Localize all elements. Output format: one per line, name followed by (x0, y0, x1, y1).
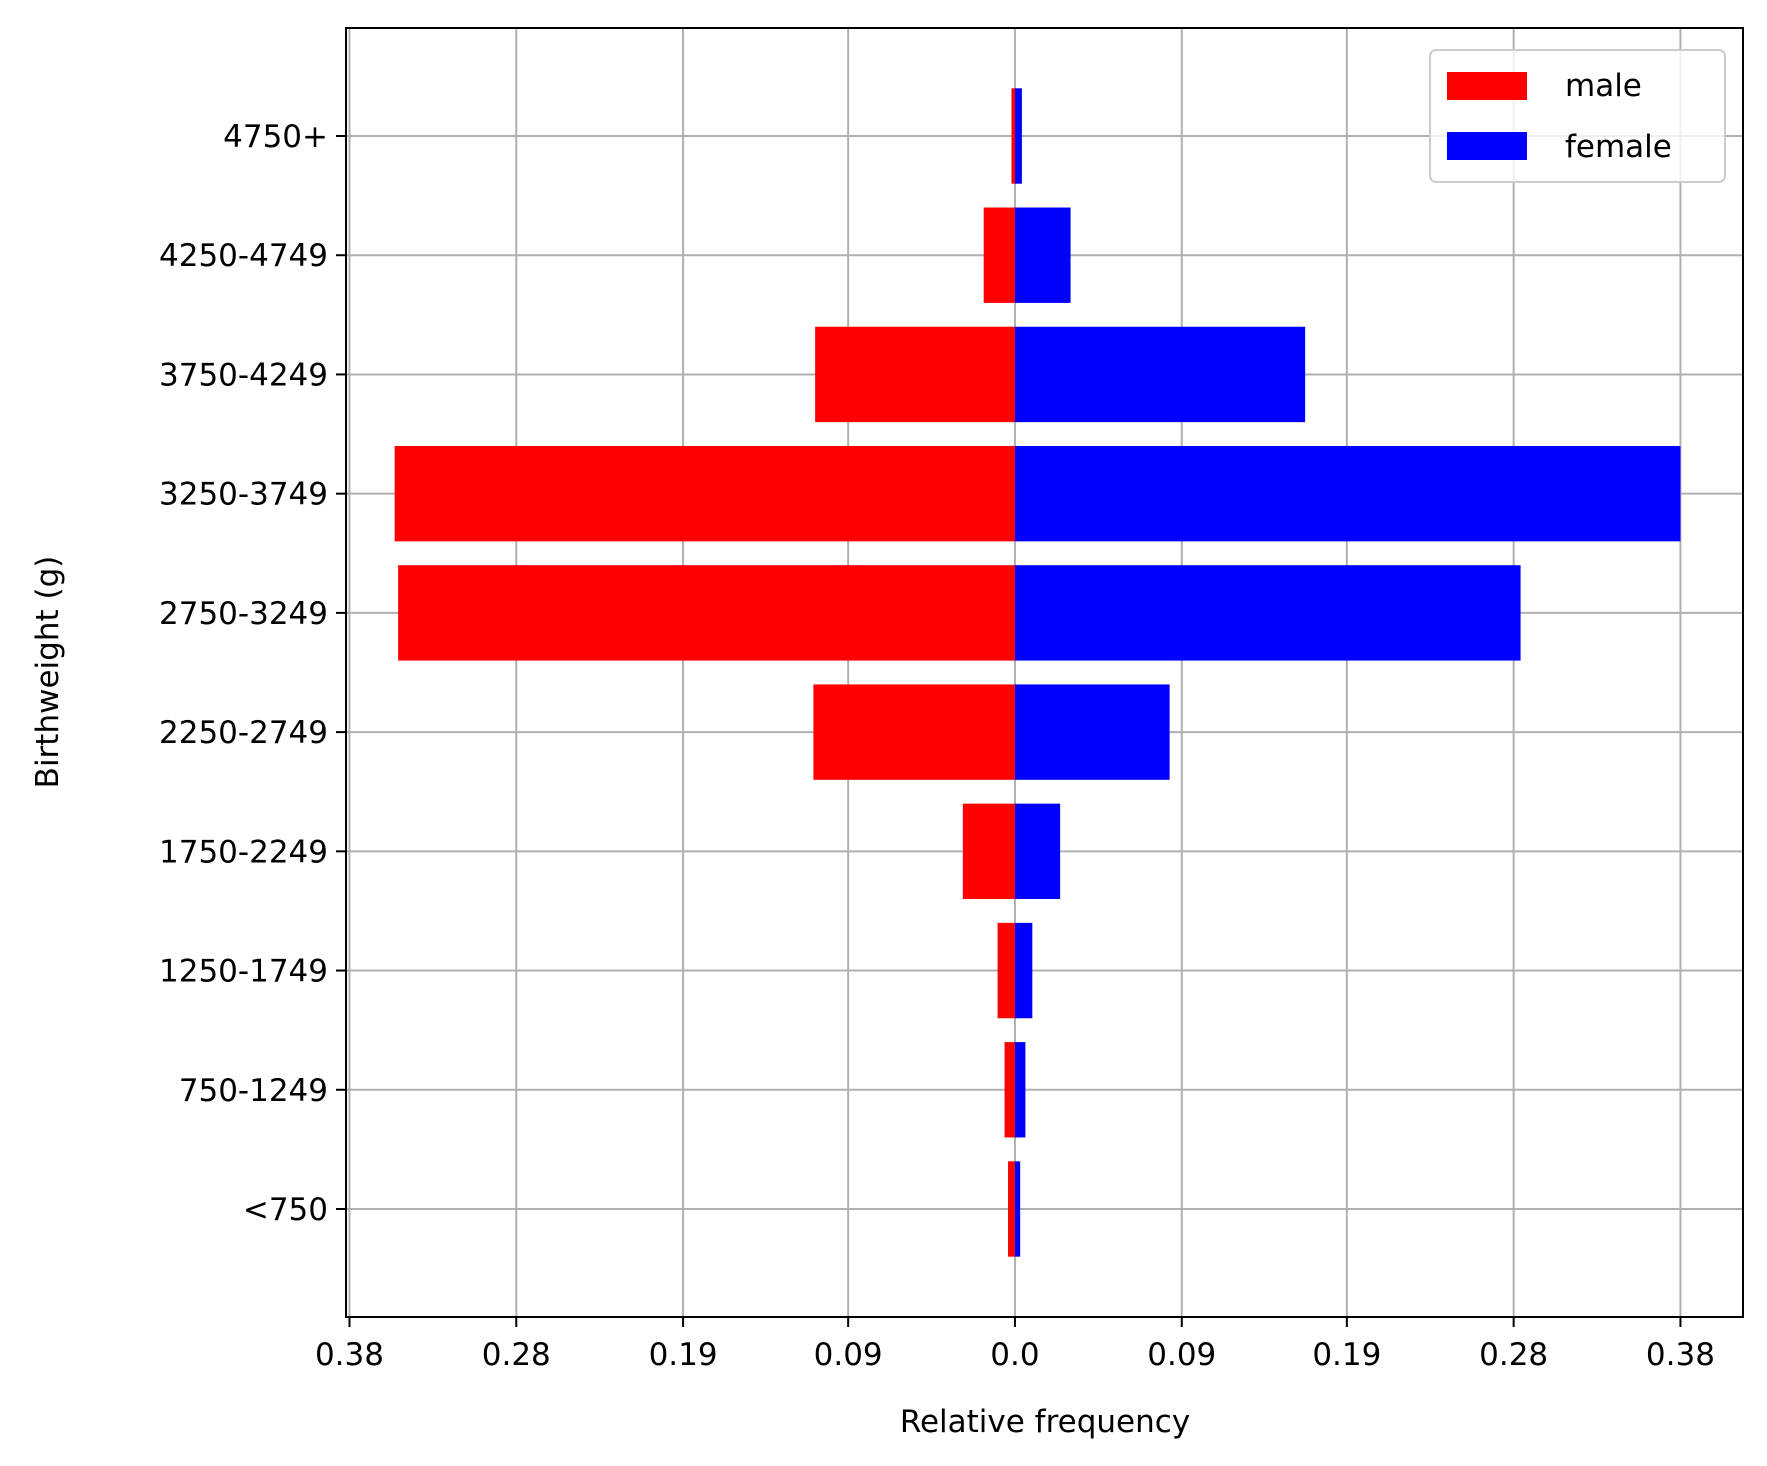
y-tick-label: 1250-1749 (159, 954, 328, 990)
bar-male-1 (1004, 1042, 1015, 1138)
bar-female-6 (1014, 445, 1681, 542)
y-tick-label: 2750-3249 (159, 596, 328, 632)
legend-swatch-male (1447, 72, 1527, 100)
y-axis-label: Birthweight (g) (30, 556, 66, 789)
bar-male-8 (983, 207, 1015, 303)
x-tick-label: 0.28 (482, 1337, 551, 1373)
legend-label-female: female (1565, 129, 1672, 165)
y-tick-label: 4250-4749 (159, 238, 328, 274)
y-tick-label: 2250-2749 (159, 715, 328, 751)
x-tick-label: 0.09 (814, 1337, 883, 1373)
bar-male-3 (962, 803, 1015, 900)
x-tick-label: 0.38 (1646, 1337, 1715, 1373)
y-tick-label: <750 (243, 1192, 328, 1228)
bars (394, 88, 1681, 1257)
ticks (336, 135, 1682, 1327)
x-tick-label: 0.38 (315, 1337, 384, 1373)
bar-female-8 (1014, 207, 1071, 303)
legend-swatch-female (1447, 132, 1527, 160)
x-axis-label: Relative frequency (900, 1404, 1190, 1440)
bar-female-1 (1014, 1042, 1026, 1138)
bar-male-2 (997, 922, 1015, 1019)
tick-labels: 0.38 0.28 0.19 0.09 0.0 0.09 0.19 0.28 0.38 <750 7… (159, 119, 1715, 1373)
axes-frame (345, 27, 1744, 1318)
x-tick-label: 0.09 (1147, 1337, 1216, 1373)
y-tick-label: 1750-2249 (159, 834, 328, 870)
legend: male female (1429, 49, 1726, 183)
bar-male-4 (813, 684, 1015, 780)
x-tick-label: 0.28 (1479, 1337, 1548, 1373)
bar-female-3 (1014, 803, 1061, 900)
bar-female-4 (1014, 684, 1170, 780)
bar-female-7 (1014, 326, 1306, 423)
bar-female-9 (1014, 88, 1022, 184)
bar-female-5 (1014, 565, 1521, 661)
bar-female-0 (1014, 1161, 1021, 1257)
x-tick-label: 0.0 (990, 1337, 1039, 1373)
y-tick-label: 750-1249 (179, 1073, 328, 1109)
bar-male-0 (1008, 1161, 1015, 1257)
bar-male-5 (398, 565, 1015, 661)
x-tick-label: 0.19 (1312, 1337, 1381, 1373)
bar-male-7 (815, 326, 1015, 423)
bar-male-9 (1011, 88, 1015, 184)
bar-male-6 (394, 445, 1015, 542)
bar-female-2 (1014, 922, 1033, 1019)
legend-label-male: male (1565, 68, 1642, 104)
y-tick-label: 3750-4249 (159, 357, 328, 393)
y-tick-label: 3250-3749 (159, 477, 328, 513)
y-tick-label: 4750+ (223, 119, 328, 155)
x-tick-label: 0.19 (649, 1337, 718, 1373)
